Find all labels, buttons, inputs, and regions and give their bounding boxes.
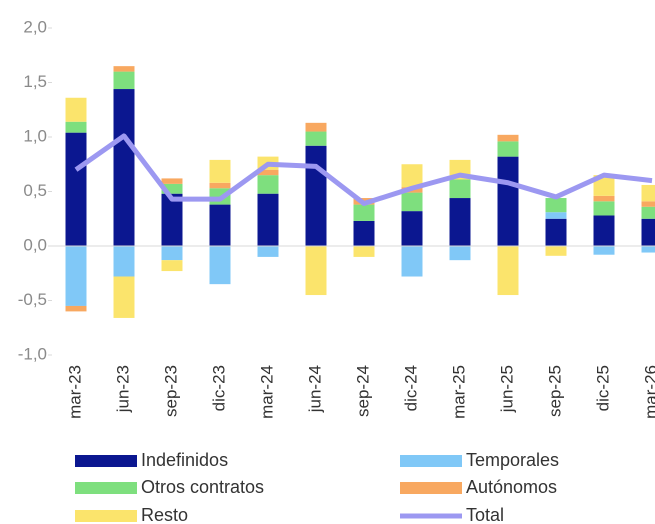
legend-swatch: [400, 455, 462, 467]
bar-segment: [353, 220, 375, 246]
bar-segment: [641, 201, 655, 207]
x-tick-label: sep-24: [353, 365, 372, 417]
bar-segment: [65, 305, 87, 312]
legend-label: Total: [466, 505, 504, 524]
bar-segment: [593, 215, 615, 246]
bar-segment: [449, 246, 471, 261]
bar-segment: [497, 246, 519, 296]
x-tick-label: dic-24: [401, 365, 420, 411]
bar-segment: [497, 134, 519, 142]
x-tick-label: jun-24: [305, 365, 324, 413]
bar-segment: [545, 198, 567, 213]
bar-segment: [641, 218, 655, 246]
x-tick-label: mar-26: [641, 365, 655, 419]
bar-segment: [65, 246, 87, 306]
bar-segment: [401, 192, 423, 212]
bar-segment: [209, 182, 231, 189]
bar-segment: [641, 246, 655, 253]
bar-segment: [161, 260, 183, 272]
x-tick-label: dic-23: [209, 365, 228, 411]
x-tick-label: jun-25: [497, 365, 516, 413]
bar-segment: [497, 156, 519, 246]
x-tick-label: mar-24: [257, 365, 276, 419]
legend-label: Temporales: [466, 450, 559, 470]
bar-segment: [449, 179, 471, 199]
bar-segment: [257, 193, 279, 246]
bar-segment: [65, 121, 87, 133]
y-tick-label: 0,0: [23, 235, 47, 254]
bar-segment: [497, 141, 519, 157]
bar-segment: [353, 246, 375, 257]
bar-segment: [161, 246, 183, 261]
bar-segment: [113, 276, 135, 318]
bar-segment: [161, 193, 183, 246]
bar-segment: [593, 195, 615, 202]
x-tick-label: sep-23: [161, 365, 180, 417]
y-tick-label: 2,0: [23, 17, 47, 36]
legend-swatch: [75, 455, 137, 467]
legend-label: Otros contratos: [141, 477, 264, 497]
bar-segment: [593, 175, 615, 196]
total-line: [74, 133, 653, 206]
bar-segment: [401, 246, 423, 277]
bar-segment: [545, 212, 567, 219]
bar-segment: [401, 164, 423, 188]
y-tick-label: 0,5: [23, 181, 47, 200]
bar-segment: [545, 218, 567, 246]
y-tick-label: 1,5: [23, 72, 47, 91]
bar-segment: [113, 89, 135, 246]
bar-segment: [305, 246, 327, 296]
bar-segment: [401, 211, 423, 246]
legend-swatch: [75, 482, 137, 494]
x-tick-label: mar-25: [449, 365, 468, 419]
bar-segment: [209, 204, 231, 246]
bar-segment: [641, 184, 655, 202]
bar-segment: [257, 246, 279, 257]
y-tick-label: -1,0: [18, 344, 47, 363]
bar-segment: [305, 145, 327, 246]
bar-segment: [545, 246, 567, 256]
bar-segment: [113, 66, 135, 72]
legend-label: Indefinidos: [141, 450, 228, 470]
x-tick-label: jun-23: [113, 365, 132, 413]
x-tick-label: sep-25: [545, 365, 564, 417]
bar-segment: [593, 201, 615, 216]
bar-segment: [209, 159, 231, 183]
legend-label: Autónomos: [466, 477, 557, 497]
x-tick-label: mar-23: [65, 365, 84, 419]
legend-label: Resto: [141, 505, 188, 524]
bar-segment: [593, 246, 615, 255]
y-tick-label: -0,5: [18, 290, 47, 309]
bar-segment: [641, 206, 655, 219]
bar-segment: [161, 178, 183, 184]
bar-segment: [305, 131, 327, 146]
bar-segment: [209, 246, 231, 285]
legend-swatch: [75, 510, 137, 522]
bar-segment: [449, 198, 471, 246]
x-tick-label: dic-25: [593, 365, 612, 411]
bar-segment: [161, 183, 183, 194]
bar-segment: [353, 204, 375, 221]
bar-segment: [113, 246, 135, 277]
bar-segment: [113, 71, 135, 90]
bar-segment: [257, 175, 279, 194]
bar-segment: [65, 132, 87, 246]
bar-segment: [257, 169, 279, 176]
bar-segment: [65, 97, 87, 122]
y-tick-label: 1,0: [23, 126, 47, 145]
bar-segment: [305, 122, 327, 132]
legend-swatch: [400, 482, 462, 494]
